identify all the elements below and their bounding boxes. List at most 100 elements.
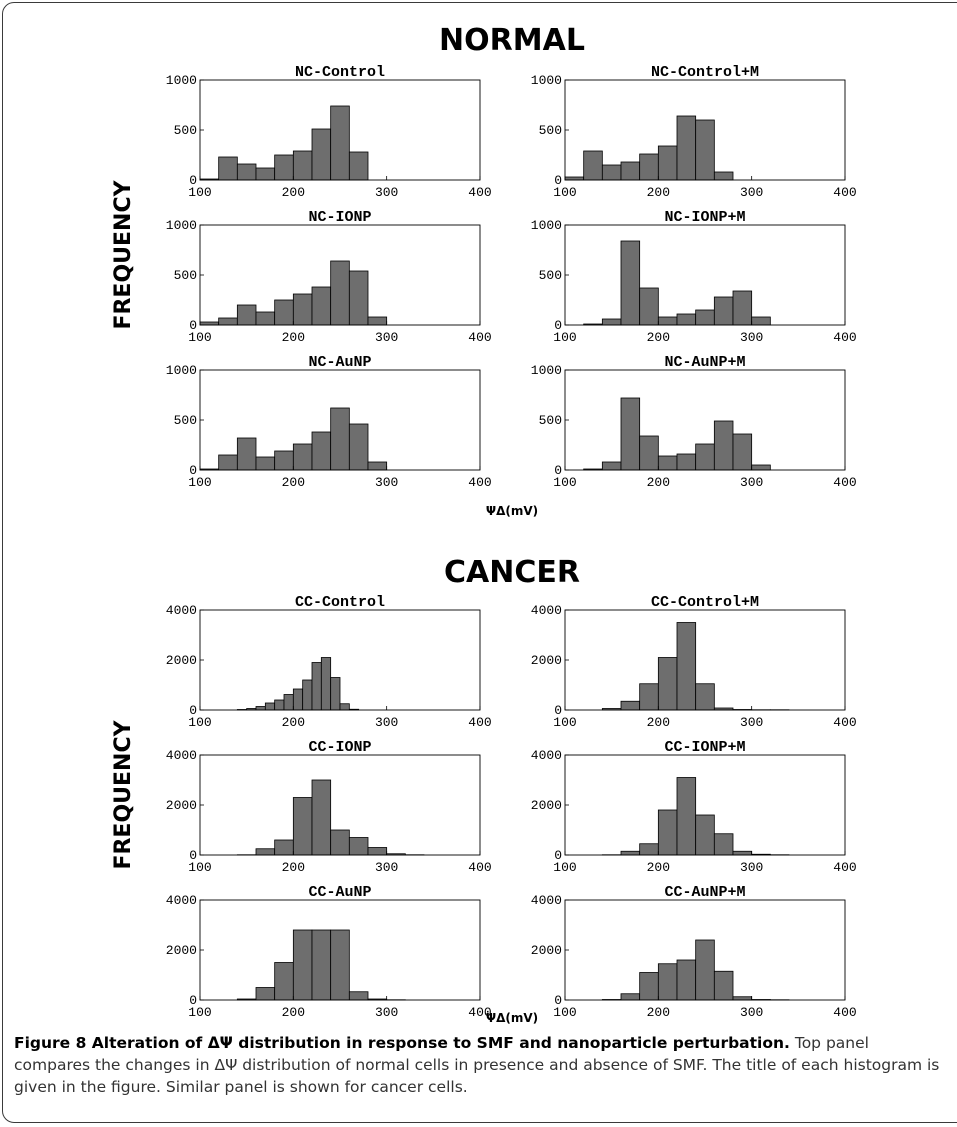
histogram-nc-control: NC-Control 100 200 300 400 0 500 1000 — [166, 64, 492, 200]
histogram-nc-aunp-plus-m: NC-AuNP+M 100 200 300 400 0 500 1000 — [531, 354, 857, 490]
histogram-bar — [601, 461, 622, 471]
histogram-bar — [620, 993, 641, 1001]
x-tick-label: 400 — [833, 860, 856, 875]
y-tick-label: 0 — [554, 848, 562, 863]
y-tick-label: 1000 — [166, 363, 197, 378]
y-tick-label: 500 — [539, 268, 562, 283]
x-tick-label: 100 — [553, 715, 576, 730]
histogram-bar — [695, 309, 715, 326]
histogram-bar — [348, 991, 369, 1001]
histogram-bar — [657, 657, 678, 711]
y-tick-label: 0 — [189, 318, 197, 333]
histogram-bar — [274, 962, 294, 1001]
histogram-bar — [676, 313, 697, 326]
histogram-bar — [620, 240, 641, 326]
x-tick-label: 200 — [647, 1005, 670, 1020]
x-tick-label: 300 — [375, 1005, 398, 1020]
figure-svg: NORMAL CANCER FREQUENCY FREQUENCY ΨΔ(mV)… — [111, 23, 857, 1025]
x-tick-label: 400 — [468, 185, 491, 200]
histogram-bar — [639, 287, 659, 326]
x-tick-label: 100 — [188, 715, 211, 730]
figure-caption: Figure 8 Alteration of ΔΨ distribution i… — [14, 1032, 946, 1098]
histogram-bar — [330, 677, 341, 711]
y-tick-label: 2000 — [531, 943, 562, 958]
histogram-bar — [255, 167, 276, 181]
histogram-bar — [657, 963, 678, 1001]
x-tick-label: 200 — [282, 330, 305, 345]
y-tick-label: 500 — [174, 123, 197, 138]
histogram-bar — [348, 837, 369, 856]
histogram-bar — [292, 293, 313, 326]
histogram-bar — [676, 453, 697, 471]
histogram-title: CC-Control+M — [651, 594, 759, 611]
histogram-bar — [583, 150, 603, 181]
histogram-bar — [676, 959, 697, 1001]
y-tick-label: 0 — [189, 173, 197, 188]
histogram-bar — [255, 987, 276, 1001]
histogram-bar — [292, 150, 313, 181]
histogram-bar — [713, 296, 734, 326]
histogram-bar — [311, 779, 332, 856]
x-tick-label: 400 — [833, 715, 856, 730]
histogram-bar — [732, 433, 753, 471]
histogram-bar — [292, 688, 304, 711]
histogram-bar — [218, 317, 238, 326]
x-tick-label: 400 — [833, 185, 856, 200]
x-tick-label: 100 — [553, 860, 576, 875]
x-tick-label: 200 — [282, 475, 305, 490]
x-tick-label: 400 — [468, 860, 491, 875]
histogram-bar — [639, 435, 659, 471]
x-tick-label: 200 — [647, 715, 670, 730]
histogram-bar — [199, 321, 220, 326]
histogram-bar — [330, 829, 350, 856]
x-tick-label: 400 — [468, 715, 491, 730]
histogram-bar — [302, 679, 313, 711]
histogram-bar — [236, 304, 257, 326]
histogram-bar — [751, 464, 771, 471]
y-tick-label: 0 — [554, 993, 562, 1008]
y-tick-label: 2000 — [531, 798, 562, 813]
y-tick-label: 4000 — [166, 603, 197, 618]
y-tick-label: 1000 — [531, 73, 562, 88]
histogram-nc-ionp: NC-IONP 100 200 300 400 0 500 1000 — [166, 209, 492, 345]
x-tick-label: 100 — [188, 185, 211, 200]
histogram-bar — [732, 290, 753, 326]
histogram-title: NC-AuNP — [308, 354, 371, 371]
histogram-title: CC-IONP — [308, 739, 371, 756]
y-tick-label: 2000 — [531, 653, 562, 668]
x-tick-label: 300 — [740, 185, 763, 200]
histogram-bar — [255, 706, 266, 711]
x-tick-label: 300 — [375, 185, 398, 200]
y-tick-label: 0 — [554, 703, 562, 718]
x-tick-label: 400 — [833, 1005, 856, 1020]
normal-y-axis-label: FREQUENCY — [111, 179, 136, 329]
histogram-bar — [620, 161, 641, 181]
x-tick-label: 100 — [188, 475, 211, 490]
histogram-bar — [713, 171, 734, 181]
histogram-bar — [713, 970, 734, 1001]
histogram-bar — [620, 700, 641, 711]
cancer-panel-title: CANCER — [444, 555, 580, 590]
histogram-bar — [657, 316, 678, 326]
y-tick-label: 500 — [174, 268, 197, 283]
histogram-bar — [367, 461, 388, 471]
histogram-bar — [348, 270, 369, 326]
x-tick-label: 300 — [740, 860, 763, 875]
histogram-bar — [255, 311, 276, 326]
y-tick-label: 4000 — [531, 893, 562, 908]
x-tick-label: 200 — [647, 185, 670, 200]
histogram-bar — [320, 657, 332, 711]
histogram-bar — [274, 299, 294, 326]
histogram-bar — [676, 777, 697, 856]
histogram-bar — [311, 662, 322, 711]
histogram-bar — [639, 972, 659, 1001]
histogram-bar — [751, 316, 771, 326]
histogram-bar — [676, 115, 697, 181]
histogram-bar — [255, 456, 276, 471]
histogram-bar — [695, 119, 715, 181]
histogram-title: CC-IONP+M — [664, 739, 745, 756]
histogram-bar — [218, 156, 238, 181]
